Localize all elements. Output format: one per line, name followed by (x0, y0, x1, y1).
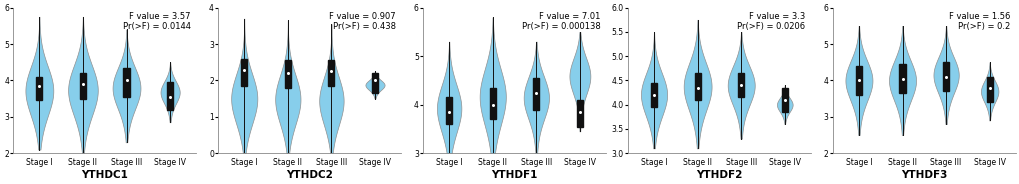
Bar (372, 73, 378, 93)
Bar (855, 66, 861, 95)
Bar (943, 62, 949, 91)
X-axis label: YTHDF3: YTHDF3 (900, 170, 947, 180)
Bar (240, 59, 247, 86)
Text: F value = 0.907
Pr(>F) = 0.438: F value = 0.907 Pr(>F) = 0.438 (329, 12, 395, 31)
X-axis label: YTHDC2: YTHDC2 (286, 170, 333, 180)
Bar (577, 100, 583, 127)
Text: F value = 7.01
Pr(>F) = 0.000138: F value = 7.01 Pr(>F) = 0.000138 (522, 12, 600, 31)
Text: F value = 1.56
Pr(>F) = 0.2: F value = 1.56 Pr(>F) = 0.2 (948, 12, 1010, 31)
Bar (650, 83, 656, 107)
Bar (79, 73, 86, 99)
X-axis label: YTHDF2: YTHDF2 (696, 170, 742, 180)
X-axis label: YTHDF1: YTHDF1 (491, 170, 537, 180)
Text: F value = 3.57
Pr(>F) = 0.0144: F value = 3.57 Pr(>F) = 0.0144 (122, 12, 191, 31)
Bar (489, 88, 495, 119)
Bar (899, 64, 905, 93)
Bar (985, 77, 991, 102)
Bar (37, 77, 43, 100)
Bar (123, 68, 129, 97)
Bar (167, 82, 173, 109)
Bar (445, 97, 451, 124)
Text: F value = 3.3
Pr(>F) = 0.0206: F value = 3.3 Pr(>F) = 0.0206 (737, 12, 805, 31)
Bar (328, 60, 334, 86)
Bar (738, 73, 744, 97)
Bar (781, 88, 787, 112)
Bar (694, 73, 700, 100)
Bar (533, 78, 539, 109)
X-axis label: YTHDC1: YTHDC1 (82, 170, 128, 180)
Bar (284, 60, 290, 88)
